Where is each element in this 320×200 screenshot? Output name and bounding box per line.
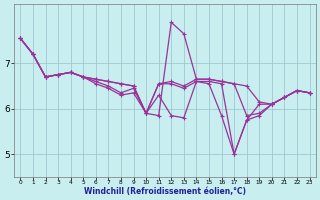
X-axis label: Windchill (Refroidissement éolien,°C): Windchill (Refroidissement éolien,°C) xyxy=(84,187,246,196)
